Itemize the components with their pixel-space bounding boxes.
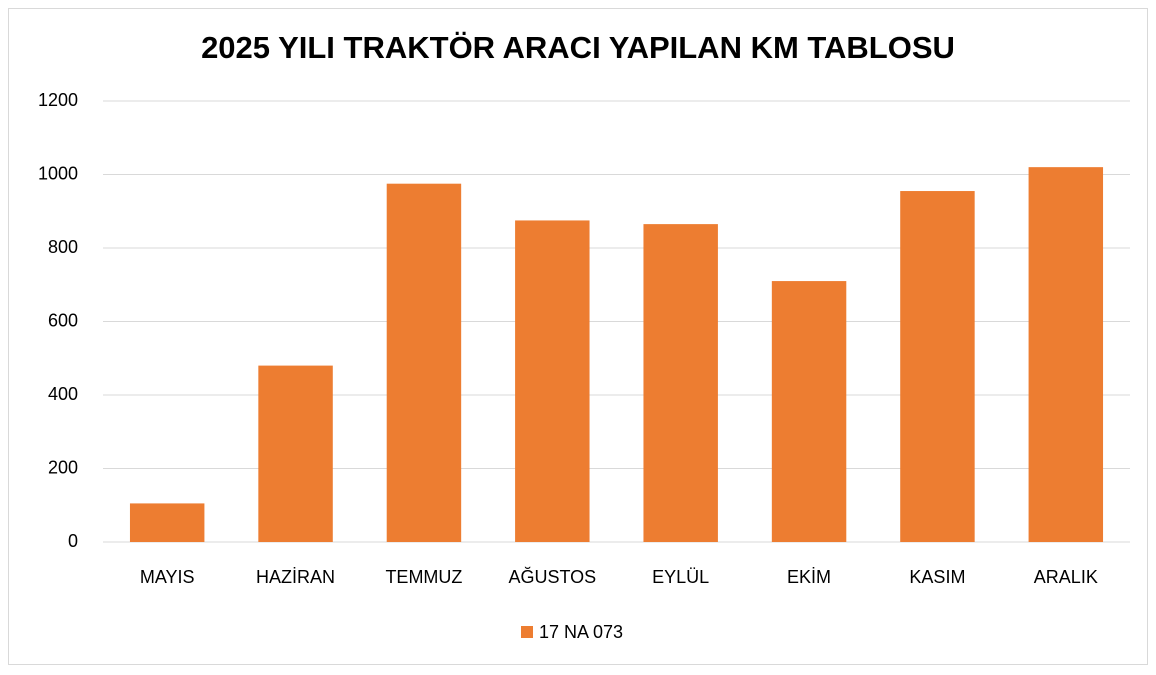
y-tick-label: 800 — [48, 237, 78, 257]
y-tick-label: 1000 — [38, 163, 78, 183]
y-tick-label: 600 — [48, 310, 78, 330]
bar — [900, 191, 975, 542]
x-tick-label: EKİM — [787, 567, 831, 587]
y-tick-label: 200 — [48, 457, 78, 477]
bar — [515, 220, 590, 542]
x-tick-label: HAZİRAN — [256, 567, 335, 587]
y-tick-label: 0 — [68, 531, 78, 551]
bar — [386, 183, 462, 542]
legend-swatch — [521, 626, 533, 638]
x-tick-label: AĞUSTOS — [508, 566, 596, 587]
x-tick-label: TEMMUZ — [385, 567, 462, 587]
bar — [1028, 167, 1104, 542]
x-tick-label: KASIM — [909, 567, 965, 587]
chart-title: 2025 YILI TRAKTÖR ARACI YAPILAN KM TABLO… — [201, 30, 955, 65]
bar — [129, 503, 205, 542]
y-tick-label: 1200 — [38, 90, 78, 110]
x-tick-label: MAYIS — [140, 567, 195, 587]
legend-label: 17 NA 073 — [539, 622, 623, 642]
bar — [643, 224, 718, 543]
bar — [258, 365, 333, 542]
bar — [771, 281, 847, 542]
x-tick-label: ARALIK — [1034, 567, 1098, 587]
x-tick-label: EYLÜL — [652, 567, 709, 587]
y-tick-label: 400 — [48, 384, 78, 404]
